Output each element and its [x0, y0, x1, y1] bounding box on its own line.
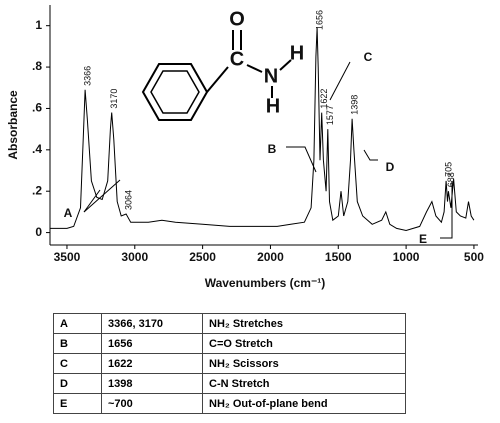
leader-line: [329, 61, 351, 101]
atom: H: [266, 95, 280, 117]
y-tick-label: 0: [35, 225, 42, 239]
y-axis-label: Absorbance: [6, 90, 20, 160]
y-tick-label: 1: [35, 18, 42, 32]
spectrum-line: [50, 27, 475, 232]
peak-label: 688: [446, 172, 456, 187]
table-cell: C-N Stretch: [202, 373, 406, 394]
table-cell: 3366, 3170: [101, 313, 203, 334]
table-cell: A: [53, 313, 102, 334]
x-tick-label: 3500: [54, 250, 81, 264]
table-cell: B: [53, 333, 102, 354]
x-tick-label: 1500: [325, 250, 352, 264]
y-tick-label: .6: [32, 101, 42, 115]
table-row: D 1398 C-N Stretch: [53, 373, 406, 394]
callout-label: A: [64, 206, 73, 220]
x-tick-label: 1000: [393, 250, 420, 264]
leader-line: [286, 146, 317, 173]
table-cell: NH₂ Out-of-plane bend: [202, 393, 406, 414]
y-tick-label: .8: [32, 59, 42, 73]
leader-line: [83, 179, 121, 213]
peak-label: 705: [443, 162, 453, 177]
x-tick-label: 2000: [257, 250, 284, 264]
peak-label: 3064: [123, 190, 133, 210]
x-tick-label: 3000: [121, 250, 148, 264]
peak-label: 1398: [349, 95, 359, 115]
peak-label: 1656: [314, 10, 324, 30]
callout-label: B: [268, 142, 277, 156]
atom: O: [229, 8, 245, 30]
peak-label: 3170: [109, 89, 119, 109]
peak-label: 1622: [319, 89, 329, 109]
table-cell: C: [53, 353, 102, 374]
atom: N: [264, 65, 278, 87]
callout-label: D: [386, 160, 395, 174]
leader-line: [440, 182, 453, 239]
table-row: C 1622 NH₂ Scissors: [53, 353, 406, 374]
table-row: A 3366, 3170 NH₂ Stretches: [53, 313, 406, 334]
chart: Absorbance Wavenumbers (cm⁻¹) O C N H H …: [6, 5, 484, 290]
table-cell: NH₂ Scissors: [202, 353, 406, 374]
table-cell: 1622: [101, 353, 203, 374]
atom: C: [230, 48, 244, 70]
table-cell: ~700: [101, 393, 203, 414]
x-axis-label: Wavenumbers (cm⁻¹): [205, 276, 326, 290]
x-tick-label: 2500: [189, 250, 216, 264]
table-cell: NH₂ Stretches: [202, 313, 406, 334]
table-row: B 1656 C=O Stretch: [53, 333, 406, 354]
callout-label: C: [364, 50, 373, 64]
y-tick-label: .4: [32, 142, 42, 156]
table-body: A 3366, 3170 NH₂ Stretches B 1656 C=O Stretch…: [53, 313, 406, 414]
callouts: A B C D E: [64, 50, 453, 246]
table-cell: D: [53, 373, 102, 394]
table-row: E ~700 NH₂ Out-of-plane bend: [53, 393, 406, 414]
assignment-table: A 3366, 3170 NH₂ Stretches B 1656 C=O Stretch…: [53, 313, 406, 414]
table-cell: C=O Stretch: [202, 333, 406, 354]
callout-label: E: [419, 232, 427, 246]
table-cell: 1656: [101, 333, 203, 354]
leader-line: [83, 189, 101, 213]
peak-label: 3366: [83, 66, 93, 86]
x-tick-label: 500: [464, 250, 484, 264]
molecule: O C N H H: [141, 8, 304, 121]
y-tick-label: .2: [32, 183, 42, 197]
atom: H: [290, 42, 304, 64]
table-cell: E: [53, 393, 102, 414]
leader-line: [363, 149, 378, 161]
table-cell: 1398: [101, 373, 203, 394]
peak-label: 1577: [325, 105, 335, 125]
